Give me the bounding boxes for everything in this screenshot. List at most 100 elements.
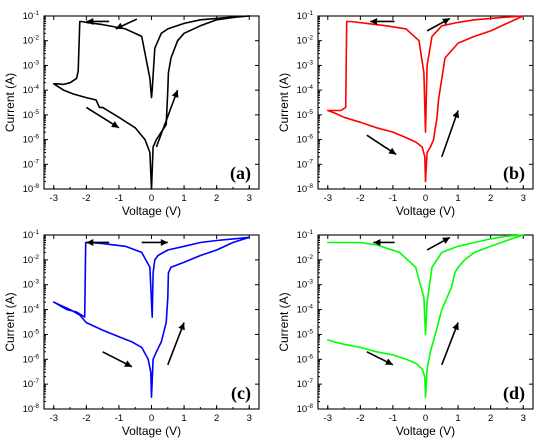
panel-label: (c) xyxy=(231,383,251,404)
y-tick-label: 10-8 xyxy=(297,403,314,415)
sweep-arrowhead xyxy=(442,237,450,244)
x-tick-label: 3 xyxy=(521,193,526,204)
sweep-arrowhead xyxy=(111,121,119,128)
sweep-arrowhead xyxy=(452,110,460,119)
chart-panel-1: -3 -2 -1 0 1 2 3 10-8 10-7 10-6 10-5 10-4 10-3 10-2 10… xyxy=(3,10,260,218)
sweep-arrowhead xyxy=(370,18,378,25)
y-tick-label: 10-7 xyxy=(297,158,314,170)
panel-label: (a) xyxy=(230,163,251,184)
y-tick-label: 10-7 xyxy=(23,378,40,390)
y-tick-label: 10-7 xyxy=(23,158,40,170)
x-tick-label: -2 xyxy=(356,193,364,204)
x-tick-label: 3 xyxy=(521,413,526,424)
y-tick-label: 10-6 xyxy=(297,134,314,146)
x-tick-label: 3 xyxy=(247,413,252,424)
sweep-arrowhead xyxy=(178,322,185,331)
sweep-arrowhead xyxy=(115,22,124,30)
y-tick-label: 10-1 xyxy=(297,10,314,22)
y-tick-label: 10-6 xyxy=(23,353,40,365)
sweep-arrowhead xyxy=(452,322,459,331)
y-tick-label: 10-3 xyxy=(297,59,314,71)
x-tick-label: 2 xyxy=(488,413,493,424)
x-tick-label: -1 xyxy=(389,193,397,204)
y-tick-label: 10-6 xyxy=(297,353,314,365)
y-tick-label: 10-5 xyxy=(297,328,314,340)
chart-panel-2: -3 -2 -1 0 1 2 3 10-8 10-7 10-6 10-5 10-4 10-3 10-2 10… xyxy=(277,10,534,218)
x-axis-title: Voltage (V) xyxy=(396,424,455,438)
y-tick-label: 10-1 xyxy=(23,229,40,241)
x-tick-label: -2 xyxy=(82,193,90,204)
x-tick-label: 3 xyxy=(247,193,252,204)
y-tick-label: 10-5 xyxy=(23,328,40,340)
x-tick-label: -1 xyxy=(115,413,123,424)
y-tick-label: 10-3 xyxy=(23,279,40,291)
x-tick-label: 2 xyxy=(488,193,493,204)
y-tick-label: 10-1 xyxy=(23,10,40,22)
x-tick-label: 1 xyxy=(181,413,186,424)
y-tick-label: 10-2 xyxy=(297,254,314,266)
sweep-arrowhead xyxy=(171,90,179,98)
chart-panel-4: -3 -2 -1 0 1 2 3 10-8 10-7 10-6 10-5 10-4 10-3 10-2 10… xyxy=(277,229,534,438)
sweep-arrowhead xyxy=(160,239,168,246)
x-tick-label: -2 xyxy=(356,413,364,424)
panel-label: (b) xyxy=(503,163,525,184)
y-tick-label: 10-4 xyxy=(23,304,40,316)
x-tick-label: 1 xyxy=(455,413,460,424)
plot-frame xyxy=(43,15,260,190)
sweep-arrowhead xyxy=(388,147,397,155)
iv-curve-series xyxy=(53,236,250,398)
x-tick-label: 0 xyxy=(149,193,154,204)
y-tick-label: 10-3 xyxy=(23,59,40,71)
sweep-arrowhead xyxy=(86,239,94,246)
sweep-arrow xyxy=(441,322,459,366)
sweep-arrow xyxy=(155,89,179,148)
x-tick-label: 2 xyxy=(214,413,219,424)
y-axis-title: Current (A) xyxy=(277,73,291,132)
y-tick-label: 10-3 xyxy=(297,279,314,291)
y-tick-label: 10-8 xyxy=(23,403,40,415)
sweep-arrowhead xyxy=(385,358,393,365)
x-tick-label: 1 xyxy=(455,193,460,204)
y-tick-label: 10-4 xyxy=(297,84,314,96)
y-tick-label: 10-5 xyxy=(23,109,40,121)
y-axis-title: Current (A) xyxy=(3,292,17,351)
sweep-arrowhead xyxy=(373,239,381,246)
x-axis-title: Voltage (V) xyxy=(396,204,455,218)
x-tick-label: 2 xyxy=(214,193,219,204)
y-tick-label: 10-2 xyxy=(23,35,40,47)
x-tick-label: 1 xyxy=(181,193,186,204)
sweep-arrowhead xyxy=(442,18,450,25)
x-tick-label: 0 xyxy=(149,413,154,424)
x-tick-label: 0 xyxy=(423,413,428,424)
iv-curve-series xyxy=(53,15,250,190)
x-axis-title: Voltage (V) xyxy=(122,424,181,438)
x-axis-title: Voltage (V) xyxy=(122,204,181,218)
x-tick-label: 0 xyxy=(423,193,428,204)
chart-panel-3: -3 -2 -1 0 1 2 3 10-8 10-7 10-6 10-5 10-4 10-3 10-2 10… xyxy=(3,229,260,438)
x-tick-label: -1 xyxy=(389,413,397,424)
sweep-arrow xyxy=(167,322,185,366)
x-tick-label: -3 xyxy=(50,413,58,424)
y-tick-label: 10-1 xyxy=(297,229,314,241)
x-tick-label: -1 xyxy=(115,193,123,204)
y-tick-label: 10-8 xyxy=(23,183,40,195)
y-tick-label: 10-6 xyxy=(23,134,40,146)
y-tick-label: 10-4 xyxy=(297,304,314,316)
sweep-arrowhead xyxy=(86,18,94,25)
sweep-arrowhead xyxy=(124,360,132,367)
y-tick-label: 10-2 xyxy=(297,35,314,47)
iv-curve-series xyxy=(327,234,524,398)
panel-label: (d) xyxy=(503,383,525,404)
y-tick-label: 10-4 xyxy=(23,84,40,96)
x-tick-label: -2 xyxy=(82,413,90,424)
y-axis-title: Current (A) xyxy=(277,292,291,351)
x-tick-label: -3 xyxy=(50,193,58,204)
y-tick-label: 10-5 xyxy=(297,109,314,121)
y-tick-label: 10-2 xyxy=(23,254,40,266)
iv-curve-series xyxy=(327,15,524,183)
x-tick-label: -3 xyxy=(324,413,332,424)
x-tick-label: -3 xyxy=(324,193,332,204)
y-tick-label: 10-8 xyxy=(297,183,314,195)
y-axis-title: Current (A) xyxy=(3,73,17,132)
y-tick-label: 10-7 xyxy=(297,378,314,390)
